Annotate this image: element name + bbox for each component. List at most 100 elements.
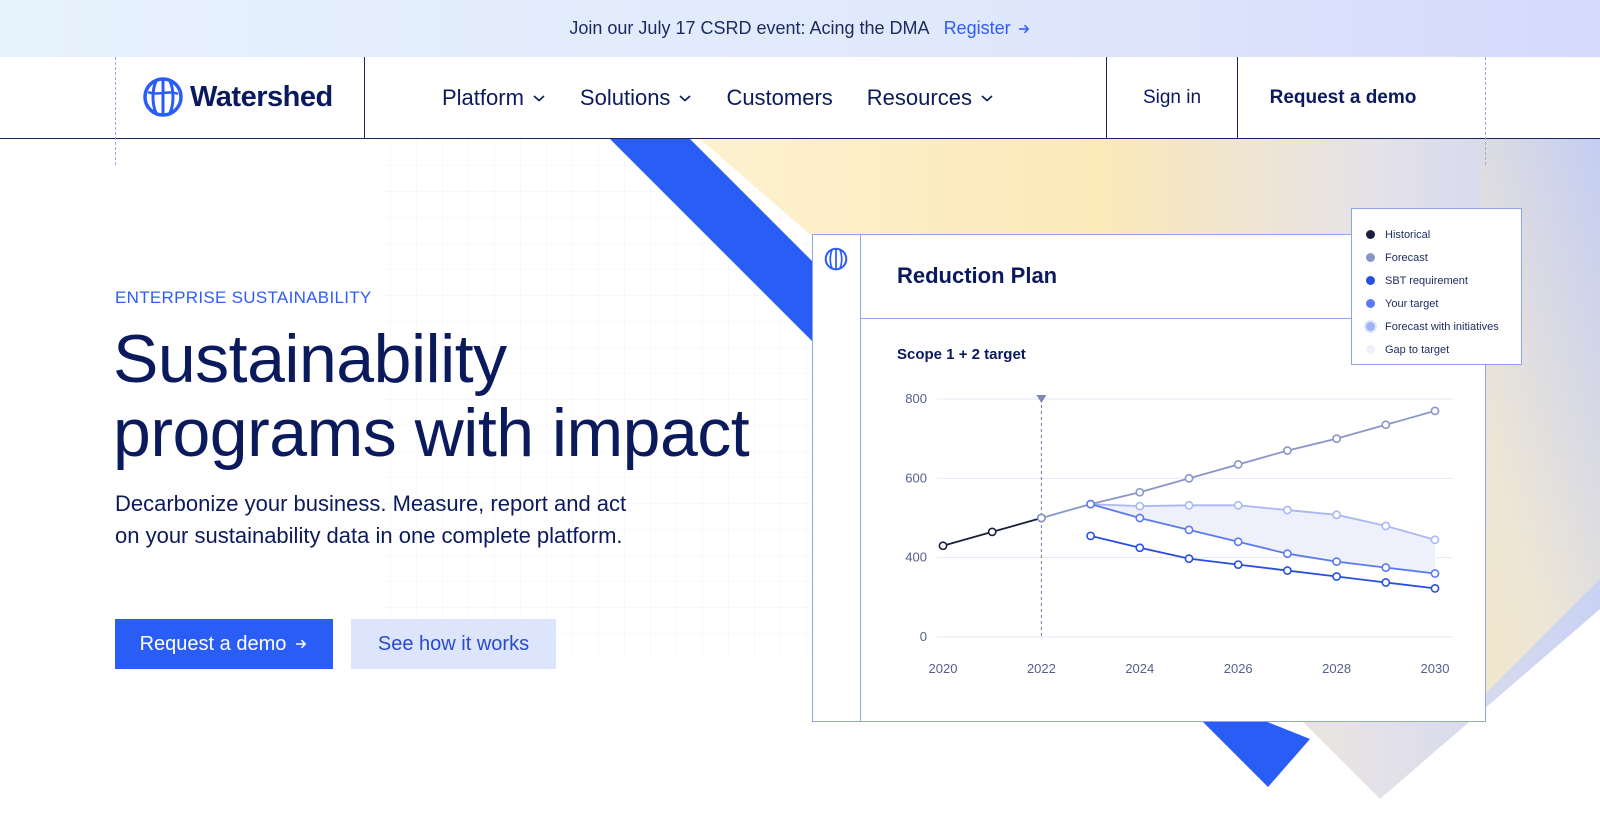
data-point (1282, 566, 1292, 575)
data-point (1282, 505, 1292, 515)
legend-swatch (1366, 345, 1375, 354)
legend-swatch (1366, 230, 1375, 239)
nav-resources[interactable]: Resources (867, 85, 994, 111)
register-link[interactable]: Register (944, 18, 1031, 39)
blue-ribbon-lower (1200, 719, 1310, 787)
series-line (1090, 503, 1436, 541)
data-point (1430, 406, 1440, 416)
series-line (1090, 503, 1436, 575)
data-point (1184, 473, 1194, 483)
request-demo-label: Request a demo (139, 632, 287, 655)
data-point (1233, 500, 1243, 510)
hero-title: Sustainability programs with impact (113, 322, 793, 470)
card-title: Reduction Plan (897, 263, 1058, 288)
y-tick-label: 600 (905, 470, 927, 485)
data-point (1381, 521, 1391, 531)
arrow-right-icon (296, 639, 307, 649)
legend-label: Your target (1385, 297, 1439, 310)
gap-area (1090, 504, 1435, 574)
logo-text: Watershed (190, 80, 333, 113)
nav-label: Solutions (579, 85, 671, 110)
data-point (1184, 554, 1194, 564)
legend-swatch (1366, 322, 1375, 331)
data-point (1282, 549, 1292, 559)
legend-item: Forecast (1366, 246, 1521, 269)
announcement-message: Join our July 17 CSRD event: Acing the D… (569, 18, 930, 38)
nav-platform[interactable]: Platform (442, 85, 546, 111)
hero-subtitle-line: on your sustainability data in one compl… (115, 523, 623, 548)
arrow-right-icon (1018, 24, 1029, 33)
header-divider (1237, 57, 1238, 139)
y-tick-label: 800 (905, 391, 927, 406)
data-point (1135, 501, 1145, 511)
data-point (1086, 531, 1095, 541)
x-tick-label: 2026 (1224, 661, 1253, 676)
data-point (938, 541, 948, 551)
header-divider (1106, 57, 1107, 139)
legend-item: Historical (1366, 223, 1521, 246)
legend-swatch (1366, 299, 1375, 308)
site-header: Watershed Platform Solutions Customers R… (0, 57, 1600, 165)
legend-swatch (1366, 253, 1375, 262)
card-subtitle: Scope 1 + 2 target (897, 346, 1026, 363)
request-demo-link[interactable]: Request a demo (1269, 87, 1417, 108)
chart-legend: Historical Forecast SBT requirement Your ta… (1351, 208, 1522, 365)
data-point (1184, 500, 1194, 510)
nav-customers[interactable]: Customers (726, 85, 832, 111)
data-point (987, 527, 997, 537)
yellow-shape-lower (1380, 139, 1600, 799)
x-tick-label: 2022 (1027, 661, 1056, 676)
header-divider (364, 57, 365, 139)
data-point (1233, 460, 1243, 469)
data-point (1036, 513, 1046, 523)
legend-label: Forecast with initiatives (1385, 320, 1499, 333)
data-point (1282, 446, 1292, 455)
data-point (1430, 569, 1440, 578)
x-tick-label: 2024 (1125, 661, 1154, 676)
guide-line (115, 57, 116, 165)
data-point (1233, 560, 1243, 570)
data-point (1430, 584, 1440, 593)
data-point (1332, 572, 1341, 581)
legend-item: SBT requirement (1366, 269, 1521, 292)
logo[interactable]: Watershed (142, 76, 333, 118)
data-point (1233, 537, 1243, 547)
legend-item: Gap to target (1366, 338, 1521, 361)
legend-item: Your target (1366, 292, 1521, 315)
data-point (1135, 513, 1145, 523)
legend-label: SBT requirement (1385, 274, 1468, 287)
data-point (1086, 499, 1095, 509)
series-line (1090, 534, 1436, 590)
legend-label: Forecast (1385, 251, 1428, 264)
watershed-globe-icon (143, 77, 183, 117)
nav-label: Platform (442, 85, 524, 110)
data-point (1381, 563, 1391, 572)
announcement-bar: Join our July 17 CSRD event: Acing the D… (0, 0, 1600, 57)
sign-in-link[interactable]: Sign in (1142, 87, 1202, 108)
y-tick-label: 0 (920, 629, 927, 644)
see-how-it-works-button[interactable]: See how it works (351, 619, 556, 669)
hero-eyebrow: ENTERPRISE SUSTAINABILITY (115, 288, 372, 307)
data-point (1381, 420, 1391, 430)
nav-label: Resources (866, 85, 972, 110)
chevron-down-icon (981, 95, 993, 102)
data-point (1184, 525, 1194, 535)
data-point (1381, 578, 1391, 587)
marker-triangle-icon (1036, 395, 1047, 403)
data-point (1430, 535, 1440, 545)
reduction-chart: 0 400 600 800 2020 2022 2024 2026 2028 2030 (905, 391, 1453, 676)
legend-label: Gap to target (1385, 343, 1450, 356)
register-label: Register (943, 18, 1011, 38)
data-point (1332, 510, 1341, 520)
data-point (1332, 557, 1341, 567)
nav-solutions[interactable]: Solutions (580, 85, 693, 111)
hero-title-line: Sustainability (113, 321, 507, 397)
data-point (1135, 543, 1145, 553)
watershed-globe-icon (824, 247, 848, 271)
request-demo-button[interactable]: Request a demo (115, 619, 333, 669)
guide-line (1485, 57, 1486, 165)
main-nav: Platform Solutions Customers Resources (442, 57, 994, 139)
hero-subtitle-line: Decarbonize your business. Measure, repo… (115, 491, 627, 516)
legend-label: Historical (1385, 228, 1431, 241)
chevron-down-icon (533, 95, 545, 102)
